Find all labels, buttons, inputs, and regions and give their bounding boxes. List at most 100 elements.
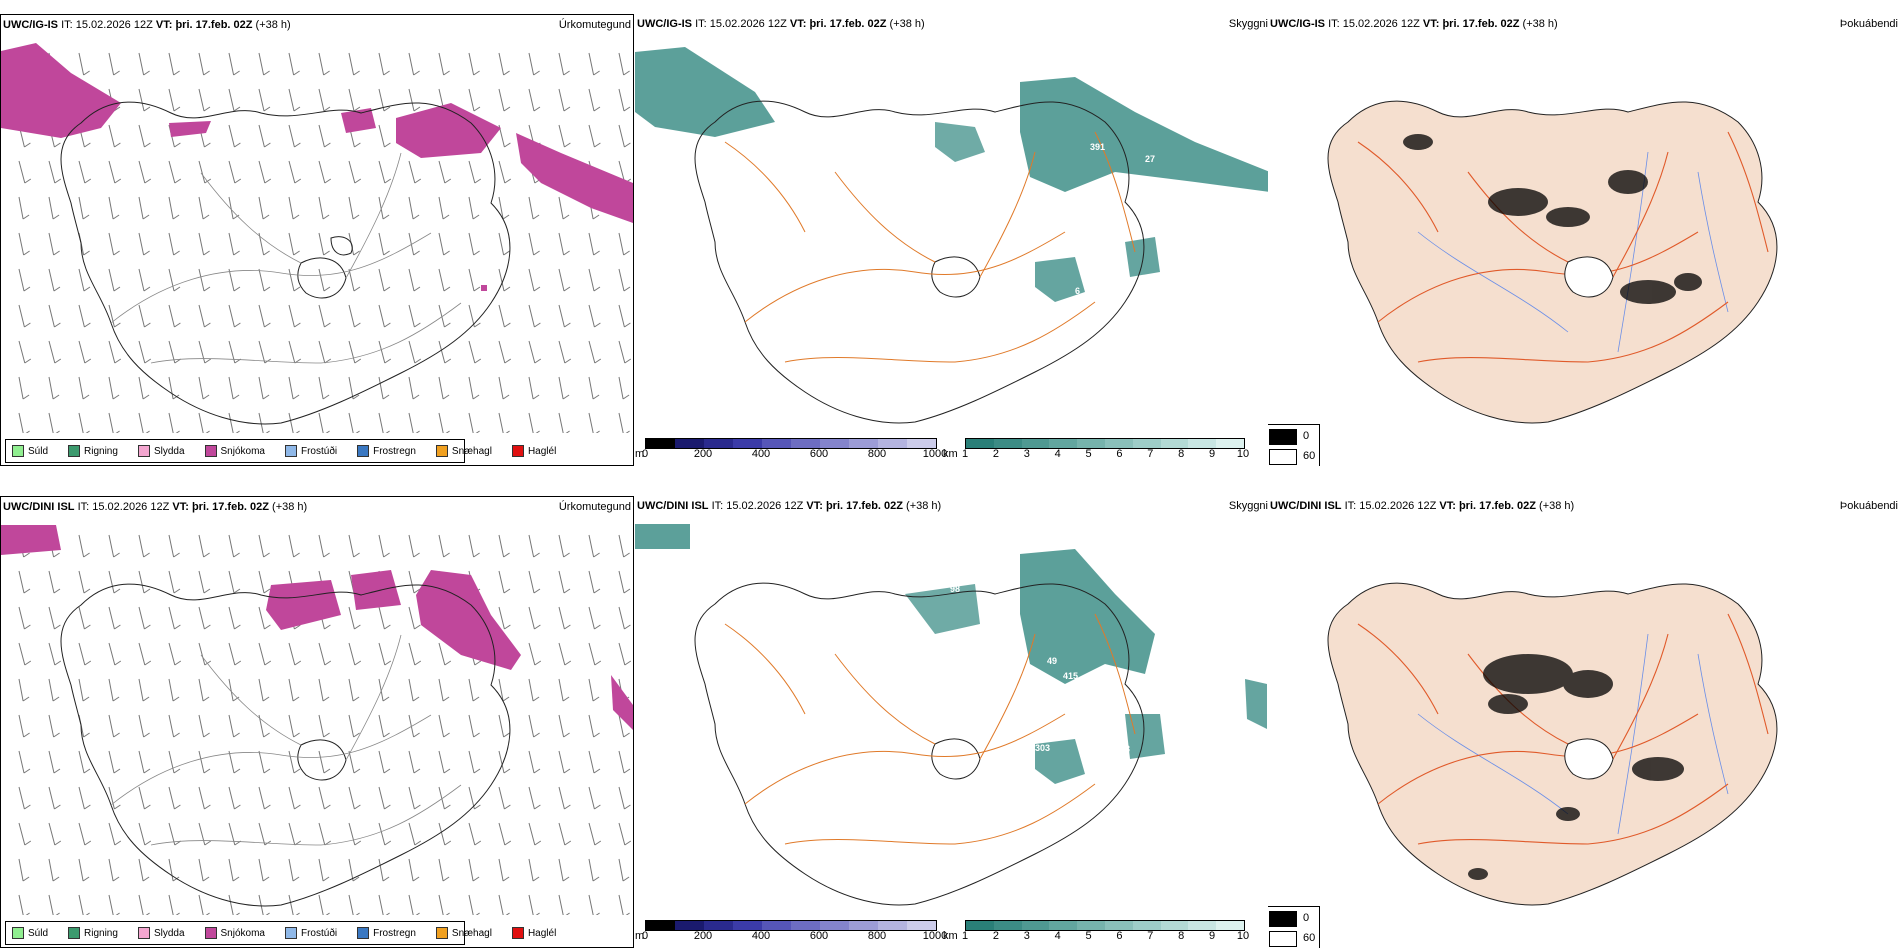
colorbar-segment [1160,439,1189,448]
wind-barb [138,714,150,738]
wind-barbs [18,52,632,433]
legend-swatch [357,927,370,939]
fog-map [1327,100,1778,424]
wind-barb [378,606,391,630]
fog-key: 0 60 [1268,906,1320,948]
wind-barb [438,196,450,220]
colorbar-tick: 800 [867,448,887,460]
legend-label: Snjókoma [220,927,265,939]
wind-barb [138,160,152,184]
wind-barb [48,304,61,328]
colorbar-tick: 1000 [922,448,948,460]
wind-barb [318,534,330,558]
wind-barb [618,88,631,112]
wind-barb [138,858,150,882]
wind-barb [18,714,30,738]
wind-barb [288,678,300,702]
wind-barb [18,570,31,594]
wind-barb [528,786,541,810]
legend-swatch [284,445,297,457]
wind-barb [138,304,151,328]
colorbar-tick: 200 [693,448,713,460]
legend-label: Rigning [84,445,118,457]
wind-barb [408,88,421,112]
cloud-map: 98 5 49 415 23 303 1 273 104 [635,524,1267,906]
colorbar-tick: 10 [1236,448,1250,460]
colorbar-segment [675,439,704,448]
wind-barb [78,606,91,630]
colorbar-segment [733,921,762,930]
wind-barb [198,678,210,702]
wind-barb [228,750,241,774]
wind-barb [438,642,452,666]
wind-barb [468,822,482,846]
wind-barb [48,412,60,433]
wind-barb [318,786,331,810]
legend-item: Súld [12,445,48,457]
wind-barb [138,822,152,846]
wind-barb [378,52,390,76]
wind-barb [588,376,600,400]
wind-barb [588,822,602,846]
wind-barb [78,786,91,810]
wind-barb [588,52,600,76]
wind-barb [558,196,570,220]
wind-barb [18,858,30,882]
wind-barb [318,750,331,774]
wind-barb [198,232,210,256]
wind-barb [18,678,30,702]
wind-barb [378,124,391,148]
wind-barb [18,786,31,810]
colorbar-segment [820,439,849,448]
wind-barb [558,714,570,738]
legend-item: Frostúði [284,927,337,939]
wind-barb [528,750,541,774]
wind-barb [408,678,420,702]
wind-barb [228,304,241,328]
wind-barb [558,534,570,558]
wind-barb [468,858,480,882]
colorbar-tick: 8 [1178,448,1185,460]
colorbar-segment [1049,921,1078,930]
colorbar-tick: 1 [961,930,969,942]
wind-barb [288,894,300,915]
wind-barb [48,750,61,774]
wind-barb [108,570,121,594]
wind-barb [618,340,632,364]
wind-barb [438,232,450,256]
wind-barb [438,340,452,364]
wind-barb [138,52,150,76]
wind-barb [618,786,631,810]
wind-barb [288,642,302,666]
wind-barb [528,52,540,76]
wind-barb [138,232,150,256]
colorbar-segment [966,921,994,930]
wind-barb [78,196,90,220]
wind-barb [558,570,571,594]
wind-barb [288,412,300,433]
wind-barb [198,858,210,882]
wind-barb [438,894,450,915]
wind-barb [48,160,62,184]
colorbar-segment [849,439,878,448]
wind-barb [228,786,241,810]
wind-barb [48,894,60,915]
wind-barb [108,750,121,774]
wind-barb [618,124,631,148]
wind-barb [588,894,600,915]
wind-barb [528,534,540,558]
wind-barb [138,376,150,400]
wind-barb [558,268,571,292]
wind-barb [498,88,511,112]
wind-barb [468,268,481,292]
wind-barb [108,124,121,148]
legend-label: Snjókoma [220,445,265,457]
wind-barb [288,52,300,76]
snow-area [516,133,633,223]
wind-barb [228,606,241,630]
wind-barb [228,232,240,256]
wind-barb [258,534,270,558]
vis-area [1035,257,1085,302]
colorbar-segment [1104,921,1133,930]
legend-item: Rigning [68,445,118,457]
